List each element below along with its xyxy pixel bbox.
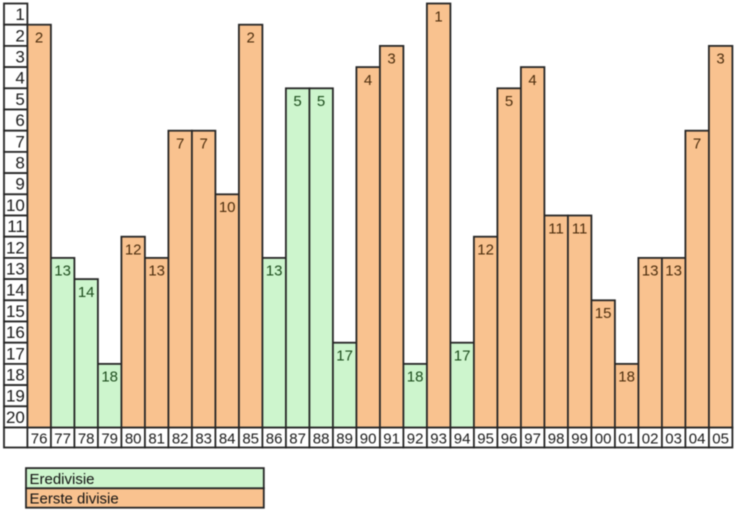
svg-text:01: 01 bbox=[618, 431, 635, 448]
svg-text:15: 15 bbox=[6, 302, 25, 321]
svg-text:92: 92 bbox=[407, 431, 424, 448]
svg-text:03: 03 bbox=[665, 431, 682, 448]
svg-text:96: 96 bbox=[501, 431, 518, 448]
svg-text:9: 9 bbox=[15, 175, 24, 194]
svg-text:5: 5 bbox=[15, 90, 24, 109]
svg-text:14: 14 bbox=[6, 281, 25, 300]
svg-text:79: 79 bbox=[101, 431, 118, 448]
svg-text:97: 97 bbox=[524, 431, 541, 448]
svg-text:4: 4 bbox=[528, 72, 536, 89]
svg-text:7: 7 bbox=[15, 132, 24, 151]
svg-text:7: 7 bbox=[693, 136, 701, 153]
svg-text:12: 12 bbox=[125, 242, 142, 259]
svg-text:4: 4 bbox=[15, 69, 24, 88]
svg-text:5: 5 bbox=[293, 93, 301, 110]
svg-text:20: 20 bbox=[6, 408, 25, 427]
svg-text:1: 1 bbox=[434, 8, 442, 25]
svg-text:78: 78 bbox=[78, 431, 95, 448]
svg-text:Eerste divisie: Eerste divisie bbox=[30, 491, 119, 508]
svg-text:10: 10 bbox=[6, 196, 25, 215]
svg-text:11: 11 bbox=[7, 217, 25, 236]
svg-text:99: 99 bbox=[571, 431, 588, 448]
svg-text:17: 17 bbox=[6, 344, 25, 363]
svg-text:86: 86 bbox=[266, 431, 283, 448]
svg-text:83: 83 bbox=[195, 431, 212, 448]
svg-text:18: 18 bbox=[6, 366, 25, 385]
svg-text:5: 5 bbox=[505, 93, 513, 110]
svg-text:7: 7 bbox=[176, 136, 184, 153]
svg-text:2: 2 bbox=[15, 26, 24, 45]
svg-text:Eredivisie: Eredivisie bbox=[30, 471, 95, 488]
svg-text:18: 18 bbox=[618, 369, 635, 386]
svg-text:18: 18 bbox=[407, 369, 424, 386]
svg-text:13: 13 bbox=[54, 263, 71, 280]
svg-text:13: 13 bbox=[148, 263, 165, 280]
svg-text:17: 17 bbox=[336, 348, 353, 365]
svg-text:3: 3 bbox=[15, 48, 24, 67]
svg-text:16: 16 bbox=[6, 323, 25, 342]
svg-text:88: 88 bbox=[313, 431, 330, 448]
svg-text:19: 19 bbox=[6, 387, 25, 406]
svg-text:5: 5 bbox=[317, 93, 325, 110]
svg-text:85: 85 bbox=[242, 431, 259, 448]
svg-text:18: 18 bbox=[101, 369, 118, 386]
svg-text:91: 91 bbox=[383, 431, 400, 448]
svg-text:3: 3 bbox=[716, 51, 724, 68]
svg-text:80: 80 bbox=[125, 431, 142, 448]
svg-text:10: 10 bbox=[219, 199, 236, 216]
svg-text:8: 8 bbox=[15, 154, 24, 173]
svg-text:02: 02 bbox=[642, 431, 659, 448]
svg-text:04: 04 bbox=[689, 431, 706, 448]
svg-text:13: 13 bbox=[642, 263, 659, 280]
svg-text:4: 4 bbox=[364, 72, 372, 89]
svg-text:82: 82 bbox=[172, 431, 189, 448]
svg-text:2: 2 bbox=[35, 30, 43, 47]
svg-text:89: 89 bbox=[336, 431, 353, 448]
svg-text:94: 94 bbox=[454, 431, 471, 448]
svg-text:6: 6 bbox=[15, 111, 24, 130]
svg-text:1: 1 bbox=[15, 5, 24, 24]
svg-text:00: 00 bbox=[595, 431, 612, 448]
svg-text:81: 81 bbox=[148, 431, 165, 448]
svg-text:87: 87 bbox=[289, 431, 306, 448]
svg-text:76: 76 bbox=[31, 431, 48, 448]
svg-text:2: 2 bbox=[247, 30, 255, 47]
svg-text:15: 15 bbox=[595, 305, 612, 322]
svg-text:95: 95 bbox=[477, 431, 494, 448]
svg-text:77: 77 bbox=[54, 431, 71, 448]
svg-text:90: 90 bbox=[360, 431, 377, 448]
svg-text:11: 11 bbox=[572, 220, 588, 237]
svg-text:14: 14 bbox=[78, 284, 95, 301]
svg-text:12: 12 bbox=[477, 242, 494, 259]
svg-text:7: 7 bbox=[200, 136, 208, 153]
svg-text:84: 84 bbox=[219, 431, 236, 448]
svg-text:11: 11 bbox=[548, 220, 564, 237]
svg-text:13: 13 bbox=[6, 260, 25, 279]
svg-text:17: 17 bbox=[454, 348, 471, 365]
svg-text:13: 13 bbox=[665, 263, 682, 280]
svg-text:93: 93 bbox=[430, 431, 447, 448]
svg-text:3: 3 bbox=[387, 51, 395, 68]
svg-text:98: 98 bbox=[548, 431, 565, 448]
svg-text:12: 12 bbox=[6, 238, 25, 257]
svg-text:13: 13 bbox=[266, 263, 283, 280]
svg-text:05: 05 bbox=[712, 431, 729, 448]
